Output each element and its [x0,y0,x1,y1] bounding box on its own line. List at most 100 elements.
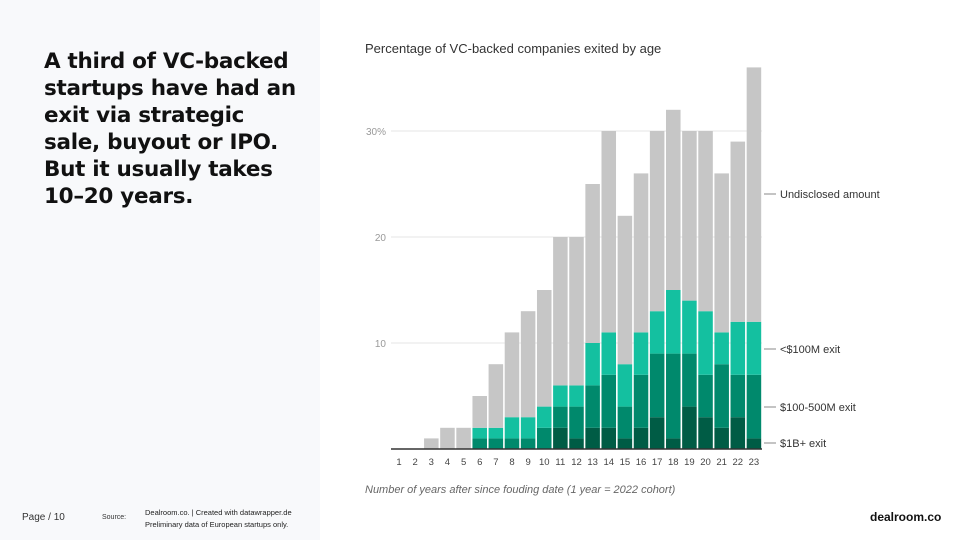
bar-segment [730,417,746,449]
bar-segment [601,374,617,428]
bar-segment [714,173,729,333]
bar-segment [682,300,697,354]
bar-segment [520,417,536,439]
x-tick-label: 4 [445,457,450,468]
x-tick-label: 9 [525,457,530,468]
bar-segment [504,332,520,418]
x-tick-label: 8 [509,457,514,468]
bar-segment [633,374,649,428]
bar-segment [520,438,536,449]
bar-segment [617,364,633,407]
bar-segment [746,321,762,375]
bar-segment [714,427,729,449]
bar-segment [633,332,649,375]
legend-label: $1B+ exit [780,438,826,450]
bar-segment [666,438,681,449]
bar-segment [569,385,584,407]
bar-segment [617,438,633,449]
source-text: Dealroom.co. | Created with datawrapper.… [145,508,292,517]
bar-segment [633,427,649,449]
x-tick-label: 1 [396,457,401,468]
x-tick-label: 3 [429,457,434,468]
bar-segment [472,438,487,449]
bar-segment [488,364,504,428]
x-tick-label: 17 [652,457,663,468]
chart-title: Percentage of VC-backed companies exited… [365,41,662,56]
bar-segment [730,321,746,375]
bar-segment [424,438,439,449]
bar-segment [553,385,568,407]
bar-segment [536,406,552,428]
y-tick-label: 10 [375,339,387,350]
bar-segment [472,396,487,428]
bar-segment [649,353,665,418]
bar-segment [569,406,584,439]
x-tick-label: 19 [684,457,695,468]
x-tick-label: 23 [749,457,760,468]
bar-segment [698,374,713,418]
bar-segment [488,427,504,439]
legend-label: $100-500M exit [780,402,856,414]
bar-segment [585,385,600,428]
y-tick-label: 20 [375,233,387,244]
x-tick-label: 13 [587,457,598,468]
source-label: Source: [102,514,127,521]
bar-segment [472,427,487,439]
bar-segment [601,131,617,333]
x-tick-label: 20 [700,457,711,468]
bar-segment [666,290,681,354]
bar-segment [601,427,617,449]
bar-segment [585,427,600,449]
source-note: Dealroom.co. | Created with datawrapper.… [145,507,292,531]
x-tick-label: 5 [461,457,466,468]
bar-segment [585,184,600,343]
legend-label: Undisclosed amount [780,189,880,201]
bar-segment [730,141,746,322]
left-panel [0,0,320,540]
data-note: Preliminary data of European startups on… [145,520,289,529]
bar-segment [730,374,746,418]
bar-segment [553,406,568,428]
bar-segment [536,290,552,407]
bar-segment [520,311,536,418]
bar-segment [698,417,713,449]
bar-segment [585,343,600,386]
x-tick-label: 14 [603,457,614,468]
bar-segment [649,417,665,449]
bar-segment [456,427,471,449]
x-tick-label: 15 [620,457,631,468]
legend-label: <$100M exit [780,344,840,356]
page-number: Page / 10 [22,512,65,523]
bar-segment [504,417,520,439]
x-tick-label: 6 [477,457,482,468]
bar-segment [569,237,584,386]
bar-segment [440,427,455,449]
bar-segment [698,131,713,312]
bar-segment [682,406,697,449]
bar-segment [682,131,697,301]
bar-segment [488,438,504,449]
bar-segment [649,131,665,312]
x-tick-label: 11 [555,457,565,468]
x-tick-label: 10 [539,457,550,468]
bar-segment [553,237,568,386]
bar-segment [746,374,762,439]
x-axis-label: Number of years after since fouding date… [365,484,676,496]
x-tick-label: 21 [716,457,727,468]
bar-segment [682,353,697,407]
x-tick-label: 12 [571,457,582,468]
bar-segment [746,67,762,322]
headline: A third of VC-backed startups have had a… [44,49,296,209]
bar-segment [633,173,649,333]
bar-segment [714,332,729,365]
bar-segment [569,438,584,449]
bar-segment [601,332,617,375]
bar-segment [536,427,552,449]
bar-segment [649,311,665,354]
brand-logo: dealroom.co [870,510,942,524]
bar-segment [617,215,633,365]
bar-segment [698,311,713,375]
bar-segment [666,353,681,439]
bar-segment [617,406,633,439]
